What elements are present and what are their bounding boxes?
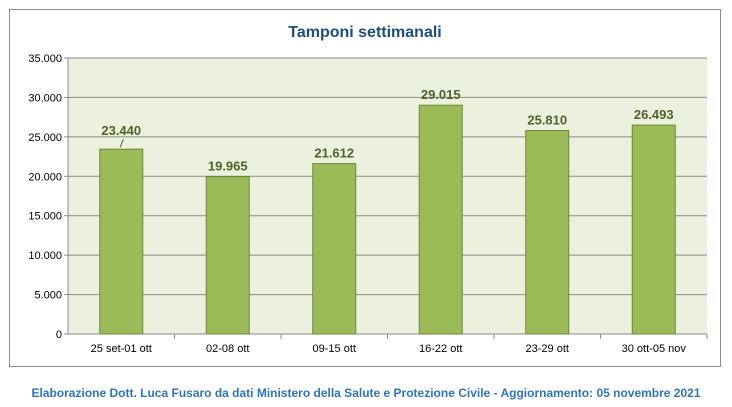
x-tick-label: 30 ott-05 nov bbox=[622, 343, 687, 355]
y-tick-label: 30.000 bbox=[28, 92, 62, 104]
y-tick-label: 35.000 bbox=[28, 53, 62, 65]
bar-6 bbox=[631, 124, 676, 335]
bar-5 bbox=[525, 129, 570, 335]
y-tick-label: 10.000 bbox=[28, 250, 62, 262]
data-label-leader bbox=[119, 138, 124, 148]
x-tick-label: 23-29 ott bbox=[526, 343, 569, 355]
bar-2 bbox=[205, 176, 250, 335]
plot-background bbox=[68, 58, 707, 334]
chart-title: Tamponi settimanali bbox=[288, 24, 442, 41]
bar-3 bbox=[312, 163, 357, 335]
bar-chart: Tamponi settimanali 0 5.000 10.000 15.000 20… bbox=[28, 24, 708, 355]
footer-credit: Elaborazione Dott. Luca Fusaro da dati M… bbox=[31, 386, 701, 400]
y-tick-label: 25.000 bbox=[28, 132, 62, 144]
y-tick-label: 20.000 bbox=[28, 171, 62, 183]
x-tick-label: 02-08 ott bbox=[206, 343, 249, 355]
bar-4 bbox=[418, 104, 463, 335]
data-label-1: 23.440 bbox=[101, 123, 141, 138]
bar-1 bbox=[99, 148, 144, 335]
y-tick-label: 0 bbox=[56, 329, 62, 341]
y-tick-label: 15.000 bbox=[28, 211, 62, 223]
data-label-4: 29.015 bbox=[421, 87, 461, 102]
x-tick-label: 16-22 ott bbox=[419, 343, 462, 355]
y-tick-label: 5.000 bbox=[34, 290, 62, 302]
x-tick-label: 25 set-01 ott bbox=[91, 343, 152, 355]
data-label-6: 26.493 bbox=[634, 107, 674, 122]
data-label-3: 21.612 bbox=[314, 146, 354, 161]
data-label-5: 25.810 bbox=[527, 112, 567, 127]
x-tick-label: 09-15 ott bbox=[313, 343, 356, 355]
plot-area: 0 5.000 10.000 15.000 20.000 25.000 30.000 35.0… bbox=[28, 53, 708, 355]
data-label-2: 19.965 bbox=[208, 159, 248, 174]
chart-frame: Tamponi settimanali 0 5.000 10.000 15.000 20… bbox=[9, 9, 721, 367]
